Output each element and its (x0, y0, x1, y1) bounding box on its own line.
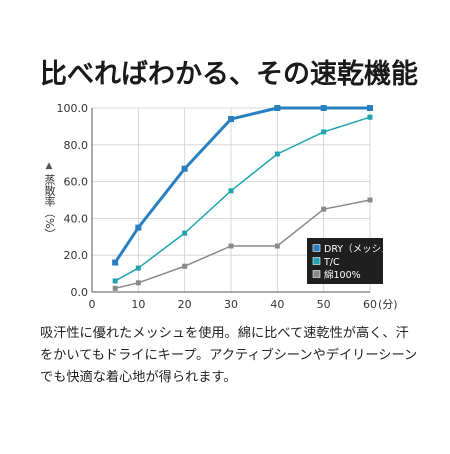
data-point (274, 105, 281, 111)
legend-label: 綿100% (324, 269, 361, 281)
data-point (367, 105, 373, 111)
y-tick-label: 60.0 (64, 176, 89, 189)
x-tick-label: 10 (131, 298, 145, 311)
data-point (228, 188, 234, 194)
legend-label: T/C (323, 257, 340, 268)
data-point (182, 230, 188, 236)
x-tick-label: 50 (317, 298, 331, 311)
y-tick-label: 0.0 (71, 286, 89, 299)
x-tick-label: 40 (270, 298, 284, 311)
y-axis-label: ▲ 蒸散率（%） (42, 160, 56, 242)
data-point (320, 105, 327, 111)
data-point (135, 224, 142, 231)
data-point (274, 151, 280, 157)
y-axis-label-text: 蒸散率（%） (43, 174, 56, 240)
data-point (112, 259, 119, 266)
data-point (112, 285, 118, 291)
legend-label: DRY（メッシュ） (324, 243, 400, 255)
y-tick-label: 100.0 (57, 102, 89, 115)
y-tick-label: 40.0 (64, 212, 89, 225)
legend-swatch (312, 270, 321, 278)
x-tick-label: 30 (224, 298, 238, 311)
legend-swatch (312, 257, 321, 265)
x-unit-label: (分) (378, 298, 398, 311)
data-point (274, 243, 280, 249)
x-tick-label: 0 (89, 298, 96, 311)
triangle-up-icon: ▲ (45, 161, 53, 171)
data-point (181, 165, 188, 172)
data-point (182, 263, 188, 269)
data-point (321, 206, 327, 212)
data-point (112, 278, 118, 284)
y-tick-label: 80.0 (64, 139, 89, 152)
data-point (135, 280, 141, 286)
data-point (367, 114, 373, 120)
description-text: 吸汗性に優れたメッシュを使用。綿に比べて速乾性が高く、汗をかいてもドライにキープ… (40, 326, 418, 385)
page-title: 比べればわかる、その速乾機能 (40, 59, 418, 90)
data-point (321, 129, 327, 135)
x-tick-label: 60 (363, 298, 377, 311)
data-point (228, 116, 234, 123)
data-point (135, 265, 141, 271)
legend-swatch (312, 244, 321, 252)
data-point (367, 197, 373, 203)
y-tick-label: 20.0 (64, 249, 89, 262)
data-point (228, 243, 234, 249)
x-tick-label: 20 (178, 298, 192, 311)
